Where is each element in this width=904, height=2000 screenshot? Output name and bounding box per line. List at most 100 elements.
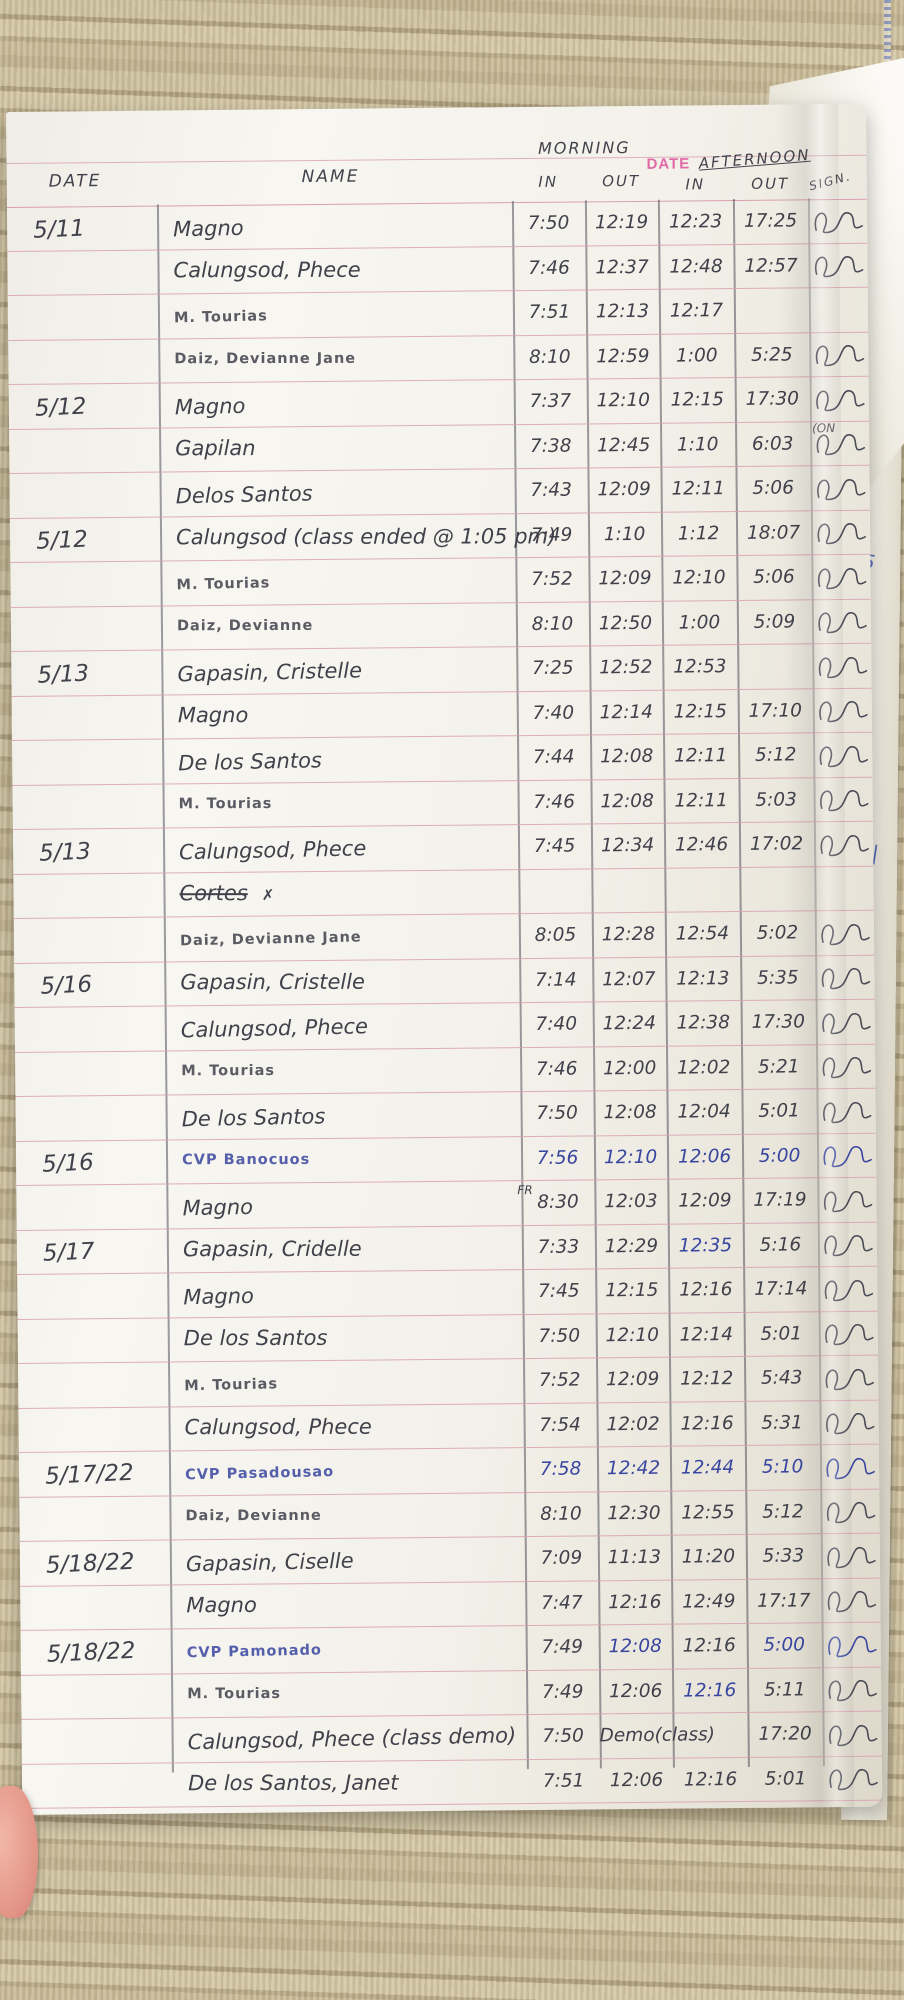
signature-scribble xyxy=(810,471,869,504)
signature-icon xyxy=(825,1324,874,1346)
date-cell xyxy=(38,1515,170,1521)
morning-out-cell: 12:30 xyxy=(607,1502,661,1525)
morning-out-cell: 12:08 xyxy=(603,1102,657,1124)
signature-icon xyxy=(814,211,863,234)
morning-out-cell: 12:16 xyxy=(608,1591,662,1614)
log-row: 5/18/22 CVP Pamonado 7:49 12:08 12:16 5:… xyxy=(20,1622,881,1676)
log-row: Magno 7:40 12:14 12:15 17:10 xyxy=(11,688,872,741)
date-cell: 5/13 xyxy=(38,838,92,867)
date-cell xyxy=(30,714,162,720)
afternoon-in-cell: 12:15 xyxy=(673,700,728,723)
signature-scribble xyxy=(818,1228,877,1261)
signature-scribble xyxy=(819,1317,878,1350)
morning-out-cell: 12:00 xyxy=(602,1057,657,1080)
signature-scribble xyxy=(822,1673,881,1706)
afternoon-in-cell: 12:10 xyxy=(672,567,726,589)
signature-icon xyxy=(822,1012,871,1035)
log-row: M. Tourias 7:49 12:06 12:16 5:11 xyxy=(21,1667,882,1720)
signature-scribble xyxy=(808,249,867,282)
signature-scribble xyxy=(818,1272,877,1305)
morning-in-cell: 8:10 xyxy=(531,613,574,635)
date-cell xyxy=(29,625,161,631)
date-cell xyxy=(40,1738,172,1744)
afternoon-in-cell: 12:11 xyxy=(671,478,725,500)
morning-in-cell: 7:40 xyxy=(532,702,575,724)
name-cell: M. Tourias xyxy=(187,1686,282,1703)
signature-icon xyxy=(822,1057,872,1079)
margin-note: FR xyxy=(517,1183,533,1198)
header-morning-in: IN xyxy=(538,172,559,191)
afternoon-in-cell: 12:14 xyxy=(679,1323,734,1346)
afternoon-out-cell: 5:06 xyxy=(752,477,795,500)
afternoon-in-cell: 1:12 xyxy=(677,522,720,545)
signature-icon xyxy=(815,345,865,367)
signature-scribble xyxy=(808,204,867,237)
date-cell xyxy=(35,1293,167,1299)
name-cell: M. Tourias xyxy=(176,575,271,594)
signature-scribble xyxy=(819,1406,878,1439)
morning-out-cell: 12:19 xyxy=(594,212,649,234)
afternoon-in-cell: 12:02 xyxy=(676,1056,731,1079)
signature-scribble xyxy=(815,961,874,994)
afternoon-in-cell: 12:44 xyxy=(680,1457,735,1479)
name-cell: Magno xyxy=(174,393,246,420)
signature-scribble xyxy=(823,1762,882,1795)
date-cell xyxy=(28,492,160,498)
signature-icon xyxy=(824,1279,874,1302)
morning-in-cell: 8:10 xyxy=(540,1503,582,1525)
morning-out-cell: 12:08 xyxy=(599,746,654,768)
name-cell: M. Tourias xyxy=(178,796,273,813)
afternoon-in-cell: 12:15 xyxy=(670,389,725,411)
afternoon-out-cell: 17:30 xyxy=(751,1011,806,1034)
notebook-page: DATE NAME MORNING IN OUT DATE AFTERNOON … xyxy=(6,103,883,1815)
afternoon-out-cell: 5:31 xyxy=(761,1412,803,1434)
log-row: 5/13 Gapasin, Cristelle 7:25 12:52 12:53 xyxy=(11,643,872,697)
morning-in-cell: 7:45 xyxy=(537,1280,580,1303)
log-row: M. Tourias 7:46 12:08 12:11 5:03 xyxy=(12,777,873,830)
log-row: De los Santos 7:50 12:08 12:04 5:01 xyxy=(15,1088,876,1142)
afternoon-in-cell: 12:55 xyxy=(681,1501,735,1524)
morning-in-cell: 7:46 xyxy=(533,791,576,813)
morning-out-cell: 12:09 xyxy=(605,1369,660,1391)
morning-out-cell: 12:28 xyxy=(601,924,656,946)
date-cell xyxy=(33,1070,165,1076)
signature-scribble xyxy=(822,1628,881,1661)
signature-scribble xyxy=(814,827,873,860)
signature-icon xyxy=(828,1635,877,1657)
signature-scribble xyxy=(816,1094,875,1127)
afternoon-in-cell: 1:00 xyxy=(675,344,718,367)
afternoon-out-cell: 5:16 xyxy=(759,1234,802,1256)
signature-scribble xyxy=(820,1450,879,1483)
morning-out-cell: 12:06 xyxy=(608,1680,663,1703)
header-sign: SIGN. xyxy=(807,168,854,194)
signature-icon xyxy=(826,1413,875,1435)
morning-out-cell: 12:10 xyxy=(605,1324,660,1347)
signature-icon xyxy=(823,1101,872,1124)
signature-icon xyxy=(821,923,870,946)
afternoon-in-cell: 12:11 xyxy=(673,745,728,767)
morning-in-cell: 8:30 FR xyxy=(517,1183,579,1214)
name-cell: Magno xyxy=(182,1194,254,1221)
signature-scribble xyxy=(809,293,868,326)
name-cell: Gapasin, Cristelle xyxy=(180,970,365,995)
date-cell xyxy=(26,269,158,275)
name-cell: Magno xyxy=(183,1283,255,1310)
afternoon-out-cell: 17:20 xyxy=(758,1723,812,1746)
afternoon-out-cell: 18:07 xyxy=(746,522,801,544)
log-row: M. Tourias 7:52 12:09 12:12 5:43 xyxy=(18,1355,879,1409)
morning-out-cell: 1:10 xyxy=(603,523,646,546)
date-cell xyxy=(36,1337,168,1343)
log-row: M. Tourias 7:52 12:09 12:10 5:06 xyxy=(10,554,871,608)
signature-icon xyxy=(820,834,869,857)
afternoon-in-cell: 12:46 xyxy=(674,834,729,856)
signature-scribble xyxy=(815,916,874,949)
log-row: 5/12 Magno 7:37 12:10 12:15 17:30 xyxy=(8,376,870,430)
name-cell: Calungsod (class ended @ 1:05 pm) xyxy=(176,524,557,550)
signature-icon xyxy=(824,1235,873,1257)
name-cell: De los Santos xyxy=(181,1103,326,1132)
signature-icon xyxy=(826,1457,875,1480)
morning-in-cell: 7:33 xyxy=(537,1236,580,1258)
morning-in-cell: 7:43 xyxy=(530,479,573,502)
header-afternoon-in: IN xyxy=(685,175,706,194)
morning-out-cell: 12:24 xyxy=(602,1013,657,1035)
